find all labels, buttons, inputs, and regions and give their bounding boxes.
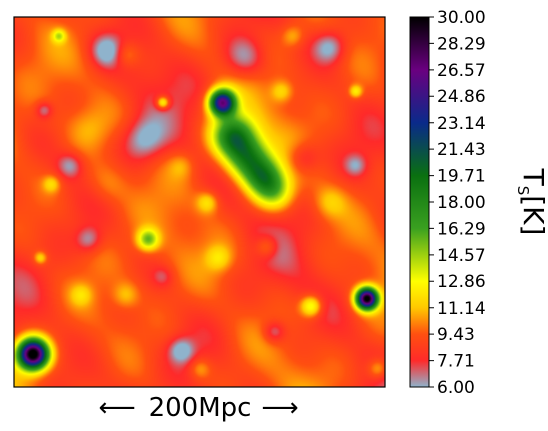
colorbar-gradient <box>409 16 430 388</box>
colorbar-tick-label: 19.71 <box>437 167 486 187</box>
colorbar-ticks: 30.00 28.29 26.57 24.86 23.14 21.43 19.71 18.00… <box>429 8 486 398</box>
colorbar-tick-label: 16.29 <box>437 219 486 239</box>
colorbar-tick-label: 28.29 <box>437 34 486 54</box>
colorbar-tick-label: 7.71 <box>437 352 475 372</box>
colorbar-label: TS[K] <box>514 168 548 236</box>
scale-left-arrow: ⟵ <box>98 393 135 423</box>
colorbar-tick-label: 12.86 <box>437 272 486 292</box>
scale-right-arrow: ⟶ <box>261 393 298 423</box>
heatmap-canvas <box>14 17 385 387</box>
colorbar-tick-label: 9.43 <box>437 325 475 345</box>
scale-bar: ⟵ 200Mpc ⟶ <box>98 393 298 423</box>
colorbar-tick-label: 14.57 <box>437 246 486 266</box>
scale-label: 200Mpc <box>149 393 252 423</box>
colorbar: 30.00 28.29 26.57 24.86 23.14 21.43 19.71 18.00… <box>409 8 548 398</box>
svg-text:TS[K]: TS[K] <box>514 168 548 236</box>
colorbar-label-unit: [K] <box>517 195 548 235</box>
colorbar-tick-label: 26.57 <box>437 61 486 81</box>
colorbar-tick-label: 24.86 <box>437 87 486 107</box>
heatmap-frame <box>13 16 386 388</box>
colorbar-tick-label: 6.00 <box>437 378 475 398</box>
colorbar-tick-label: 18.00 <box>437 193 486 213</box>
colorbar-tick-label: 11.14 <box>437 299 486 319</box>
colorbar-tick-label: 30.00 <box>437 8 486 28</box>
colorbar-label-sub: S <box>514 186 532 196</box>
heatmap-panel <box>13 16 386 388</box>
colorbar-tick-label: 23.14 <box>437 114 486 134</box>
colorbar-tick-label: 21.43 <box>437 140 486 160</box>
colorbar-label-main: T <box>517 168 548 187</box>
